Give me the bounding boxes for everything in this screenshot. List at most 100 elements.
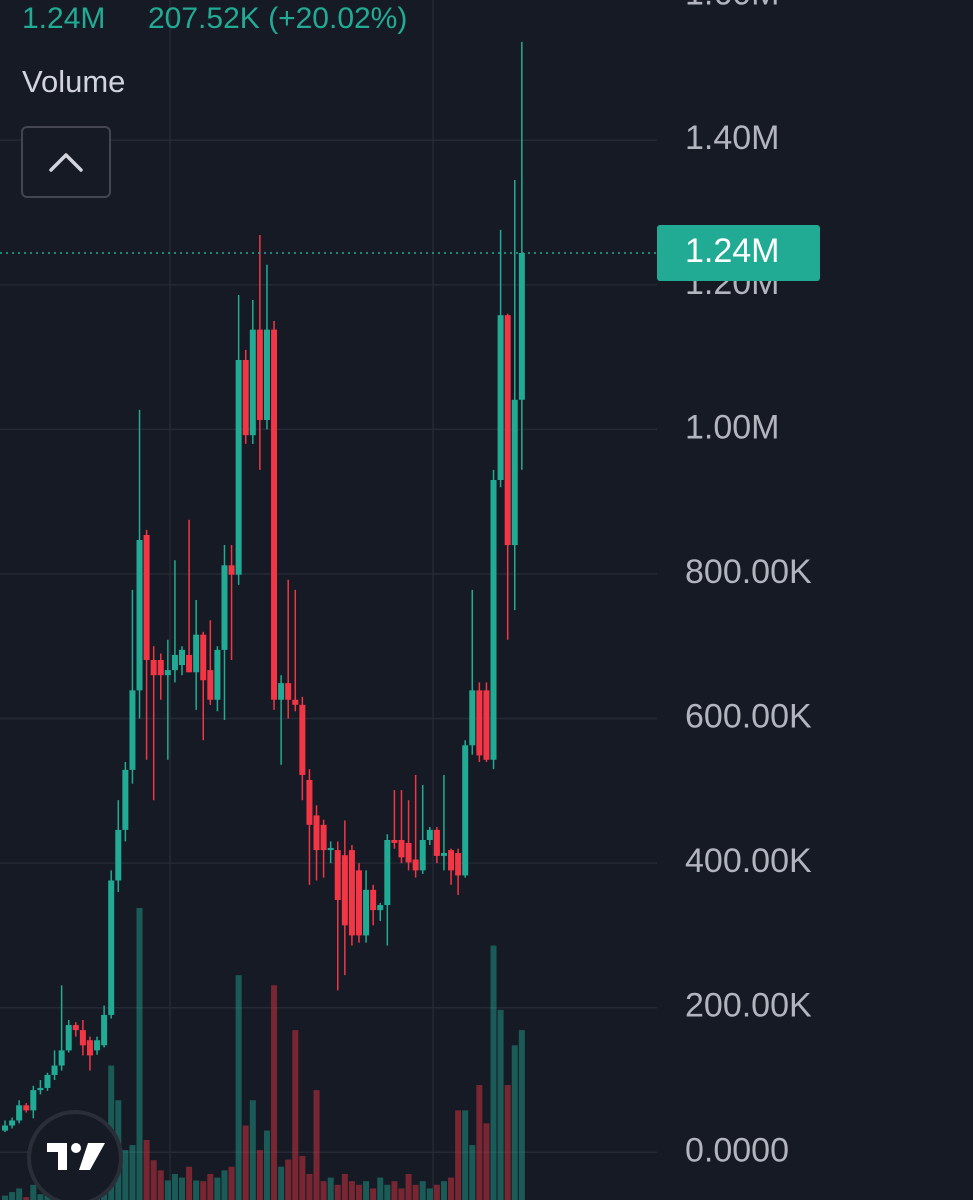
- chevron-up[interactable]: [49, 153, 83, 172]
- candle-body: [483, 690, 490, 760]
- volume-bar: [214, 1177, 221, 1200]
- candle-body: [58, 1050, 65, 1066]
- collapse-button-box[interactable]: [21, 126, 111, 198]
- volume-bar: [469, 1145, 476, 1200]
- candle-body: [65, 1025, 72, 1051]
- volume-bar: [313, 1090, 320, 1200]
- candle-body: [348, 850, 355, 936]
- volume-bar: [490, 945, 497, 1200]
- volume-bar: [327, 1177, 334, 1200]
- volume-bar: [164, 1180, 171, 1200]
- candle-body: [249, 329, 256, 436]
- candle-body: [433, 829, 440, 856]
- candle-body: [356, 870, 362, 936]
- volume-bar: [285, 1159, 292, 1200]
- candle-body: [221, 565, 228, 650]
- collapse-button[interactable]: [21, 126, 111, 198]
- logo-mark[interactable]: [47, 1143, 67, 1170]
- candle-body: [462, 745, 469, 876]
- candle-body: [490, 480, 497, 760]
- candle-body: [16, 1105, 23, 1121]
- volume-bar: [497, 1009, 504, 1200]
- volume-bar: [256, 1150, 263, 1200]
- volume-bar: [16, 1188, 23, 1200]
- logo-circle[interactable]: [27, 1110, 123, 1200]
- candle-body: [171, 654, 178, 671]
- y-tick-label: 200.00K: [685, 987, 812, 1025]
- volume-bar: [334, 1184, 341, 1200]
- volume-bar: [363, 1181, 370, 1200]
- candle-body: [136, 540, 143, 691]
- candle-body: [86, 1040, 93, 1056]
- candle-body: [405, 842, 412, 863]
- candle-body: [122, 769, 129, 830]
- volume-bar: [157, 1170, 164, 1200]
- candle-body: [426, 829, 433, 840]
- candle-body: [235, 360, 242, 575]
- candle-body: [497, 315, 504, 480]
- candle-body: [341, 855, 348, 926]
- volume-bar: [30, 1184, 37, 1200]
- volume-bar: [419, 1181, 426, 1200]
- price-tag-label: 1.24M: [685, 232, 780, 270]
- volume-bar: [242, 1125, 249, 1200]
- candle-body: [207, 670, 214, 700]
- y-axis: 0.0000 200.00K 400.00K 600.00K 800.00K 1.00M 1…: [685, 0, 812, 1169]
- candle-body: [440, 853, 447, 856]
- price-tag: [657, 225, 820, 282]
- candle-body: [334, 850, 341, 900]
- y-tick-label: 600.00K: [685, 698, 812, 736]
- volume-bar: [193, 1180, 200, 1200]
- volume-bar: [405, 1173, 412, 1200]
- logo-slash[interactable]: [79, 1143, 105, 1170]
- candle-body: [242, 360, 249, 436]
- candle-body: [263, 329, 270, 420]
- volume-bar: [320, 1181, 327, 1200]
- volume-bar: [150, 1160, 157, 1200]
- y-tick-label: 1.60M: [685, 0, 780, 13]
- volume-bar: [171, 1173, 178, 1200]
- volume-bar: [341, 1173, 348, 1200]
- candle-body: [370, 889, 377, 911]
- volume-bar: [433, 1184, 440, 1200]
- volume-bar: [200, 1181, 207, 1200]
- candle-body: [320, 824, 327, 851]
- volume-bar: [518, 1030, 525, 1200]
- logo-dot[interactable]: [71, 1143, 81, 1153]
- volume-bar: [483, 1123, 490, 1200]
- volume-bar: [448, 1177, 455, 1200]
- pane-title: Volume: [22, 64, 125, 99]
- candle-body: [157, 660, 164, 676]
- candle-body: [419, 840, 426, 871]
- candle-body: [23, 1105, 30, 1111]
- candle-body: [278, 683, 285, 700]
- volume-bar: [129, 1145, 136, 1200]
- volume-bar: [384, 1184, 391, 1200]
- candle-body: [398, 840, 405, 858]
- volume-bar: [9, 1192, 16, 1200]
- candle-body: [94, 1040, 101, 1051]
- volume-bar: [207, 1173, 214, 1200]
- candle-body: [44, 1074, 51, 1088]
- candle-body: [391, 840, 398, 843]
- volume-bar: [186, 1166, 193, 1200]
- volume-bar: [455, 1110, 462, 1200]
- candle-body: [299, 704, 306, 775]
- volume-bar: [37, 1194, 44, 1200]
- candle-body: [2, 1125, 8, 1131]
- candle-body: [469, 690, 476, 746]
- candle-body: [79, 1030, 86, 1046]
- volume-bar: [228, 1166, 235, 1200]
- volume-bar: [426, 1188, 433, 1200]
- candle-body: [164, 670, 171, 676]
- candle-body: [200, 634, 207, 681]
- candle-body: [186, 654, 193, 673]
- volume-bar: [136, 907, 143, 1200]
- volume-bar: [356, 1184, 362, 1200]
- volume-bar: [122, 1150, 129, 1200]
- volume-bar: [476, 1085, 483, 1200]
- tradingview-logo[interactable]: [27, 1110, 123, 1200]
- volume-bar: [462, 1110, 469, 1200]
